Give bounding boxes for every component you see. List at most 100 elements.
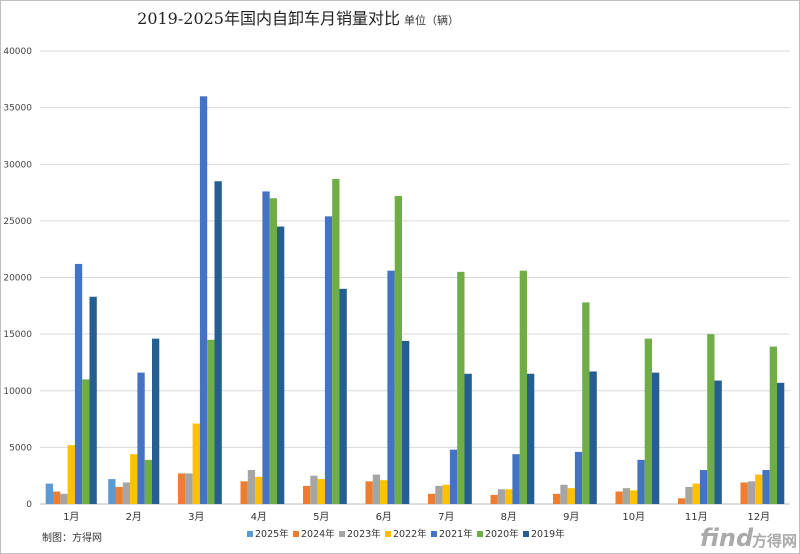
bar-2022年-8月 xyxy=(505,489,513,504)
bar-2023年-7月 xyxy=(435,485,443,504)
bar-2022年-11月 xyxy=(692,483,700,504)
chart-title: 2019-2025年国内自卸车月销量对比 xyxy=(137,9,400,28)
find-logo-watermark: find 方得网 xyxy=(700,524,797,552)
bar-2021年-9月 xyxy=(574,451,583,504)
bar-2022年-4月 xyxy=(255,476,263,504)
legend-swatch xyxy=(431,531,437,537)
bar-2021年-4月 xyxy=(262,191,270,504)
bar-2022年-10月 xyxy=(630,490,638,504)
y-tick-label: 0 xyxy=(26,500,32,510)
x-tick-label: 11月 xyxy=(685,511,708,523)
bar-2022年-3月 xyxy=(192,423,200,504)
logo-brand-latin: find xyxy=(700,524,754,552)
bar-2022年-2月 xyxy=(130,454,138,504)
bar-2019年-7月 xyxy=(464,373,472,504)
x-tick-label: 2月 xyxy=(126,511,142,523)
bar-2019年-5月 xyxy=(339,288,347,504)
bar-2019年-4月 xyxy=(277,226,285,505)
legend-swatch xyxy=(293,531,299,537)
legend-label: 2020年 xyxy=(485,528,519,540)
bar-2023年-8月 xyxy=(497,489,506,504)
bar-2025年-2月 xyxy=(108,479,116,504)
legend-swatch xyxy=(523,531,529,537)
bar-2020年-1月 xyxy=(82,379,90,504)
x-tick-label: 12月 xyxy=(747,511,770,523)
bar-2021年-1月 xyxy=(74,263,83,504)
bar-2020年-8月 xyxy=(519,270,527,504)
bar-2020年-4月 xyxy=(269,198,277,504)
x-tick-label: 4月 xyxy=(251,511,267,523)
bar-2024年-11月 xyxy=(678,498,686,504)
legend-label: 2021年 xyxy=(439,528,473,540)
logo-brand-cn: 方得网 xyxy=(752,532,797,550)
legend-label: 2024年 xyxy=(301,528,335,540)
chart-unit-label: 单位（辆） xyxy=(404,13,459,27)
bar-2020年-2月 xyxy=(144,459,152,504)
bar-2020年-6月 xyxy=(394,195,402,504)
y-axis: 0 5000 10000 15000 20000 25000 30000 35000 40000 xyxy=(3,47,32,510)
bar-2022年-6月 xyxy=(380,480,388,504)
y-tick-label: 25000 xyxy=(3,217,32,227)
bar-2021年-5月 xyxy=(324,216,333,504)
bar-2019年-8月 xyxy=(527,373,535,504)
bar-2024年-8月 xyxy=(490,494,498,504)
bar-2020年-3月 xyxy=(207,339,215,504)
bar-2024年-5月 xyxy=(303,485,311,504)
bar-2020年-10月 xyxy=(644,338,652,504)
x-tick-label: 8月 xyxy=(501,511,517,523)
x-tick-label: 10月 xyxy=(622,511,645,523)
x-tick-label: 3月 xyxy=(188,511,204,523)
bar-2023年-4月 xyxy=(247,470,256,504)
bar-2023年-1月 xyxy=(60,493,68,504)
bar-2023年-10月 xyxy=(622,488,631,504)
bar-2019年-6月 xyxy=(402,340,410,504)
bar-2023年-12月 xyxy=(747,481,756,504)
bar-2019年-11月 xyxy=(714,380,722,504)
legend-swatch xyxy=(477,531,483,537)
bar-2022年-1月 xyxy=(67,445,75,504)
bar-2021年-8月 xyxy=(512,454,520,504)
x-tick-label: 9月 xyxy=(563,511,579,523)
bar-2024年-3月 xyxy=(178,473,186,504)
bar-2024年-1月 xyxy=(53,491,61,504)
bar-2024年-2月 xyxy=(115,487,123,504)
y-tick-label: 5000 xyxy=(9,443,32,453)
bar-2022年-12月 xyxy=(755,474,763,504)
bar-2019年-2月 xyxy=(152,338,160,504)
y-tick-label: 20000 xyxy=(3,274,32,284)
bar-2021年-7月 xyxy=(449,449,458,504)
bar-2022年-7月 xyxy=(442,484,450,504)
bar-2020年-5月 xyxy=(332,178,340,504)
bar-2022年-9月 xyxy=(567,488,575,504)
bar-2019年-12月 xyxy=(777,382,785,504)
x-tick-label: 7月 xyxy=(438,511,454,523)
bar-2020年-12月 xyxy=(769,346,777,504)
x-tick-label: 6月 xyxy=(376,511,392,523)
x-axis: 1月 2月 3月 4月 5月 6月 7月 8月 9月 10月 11月 12月 xyxy=(63,511,770,523)
bar-2021年-12月 xyxy=(762,470,770,504)
legend: 2025年 2024年 2023年 2022年 2021年 2020年 2019年 xyxy=(247,528,565,540)
bars xyxy=(45,96,785,505)
bar-2020年-7月 xyxy=(457,271,465,504)
bar-2019年-1月 xyxy=(89,296,97,504)
bar-2021年-6月 xyxy=(387,270,395,504)
legend-label: 2023年 xyxy=(347,528,381,540)
bar-2021年-3月 xyxy=(199,96,208,505)
x-tick-label: 5月 xyxy=(313,511,329,523)
bar-2023年-5月 xyxy=(310,475,318,504)
legend-label: 2025年 xyxy=(255,528,289,540)
bar-2022年-5月 xyxy=(317,479,325,504)
legend-swatch xyxy=(339,531,345,537)
legend-label: 2022年 xyxy=(393,528,427,540)
bar-2021年-11月 xyxy=(699,470,708,504)
y-tick-label: 10000 xyxy=(3,387,32,397)
source-note: 制图：方得网 xyxy=(42,531,102,544)
bar-2023年-6月 xyxy=(372,474,381,504)
y-tick-label: 40000 xyxy=(3,47,32,57)
bar-2024年-9月 xyxy=(553,493,561,504)
bar-2019年-9月 xyxy=(589,371,597,504)
bar-2024年-7月 xyxy=(428,493,436,504)
bar-2025年-1月 xyxy=(45,483,53,504)
y-tick-label: 35000 xyxy=(3,104,32,114)
